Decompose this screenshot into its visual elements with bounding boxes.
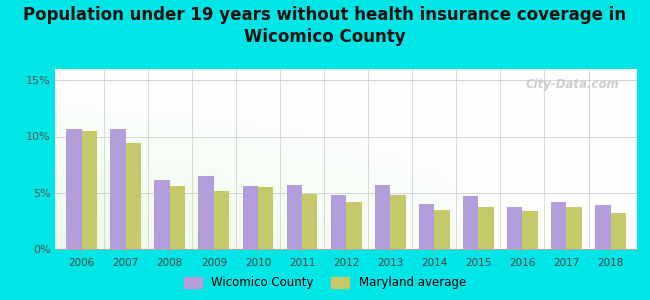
Bar [214, 190, 229, 249]
Bar [125, 143, 141, 249]
Bar [287, 185, 302, 249]
Bar [507, 207, 523, 249]
Bar [375, 185, 390, 249]
Bar [66, 129, 82, 249]
Bar [302, 194, 317, 249]
Bar [523, 211, 538, 249]
Text: City-Data.com: City-Data.com [526, 78, 619, 91]
Bar [111, 129, 125, 249]
Bar [610, 213, 626, 249]
Bar [155, 180, 170, 249]
Bar [331, 195, 346, 249]
Bar [595, 205, 610, 249]
Bar [242, 186, 258, 249]
Bar [82, 131, 97, 249]
Bar [198, 176, 214, 249]
Bar [170, 186, 185, 249]
Bar [346, 202, 361, 249]
Bar [551, 202, 567, 249]
Bar [434, 210, 450, 249]
Legend: Wicomico County, Maryland average: Wicomico County, Maryland average [179, 272, 471, 294]
Bar [390, 195, 406, 249]
Text: Population under 19 years without health insurance coverage in
Wicomico County: Population under 19 years without health… [23, 6, 627, 46]
Bar [258, 187, 274, 249]
Bar [419, 204, 434, 249]
Bar [463, 196, 478, 249]
Bar [478, 207, 494, 249]
Bar [567, 207, 582, 249]
